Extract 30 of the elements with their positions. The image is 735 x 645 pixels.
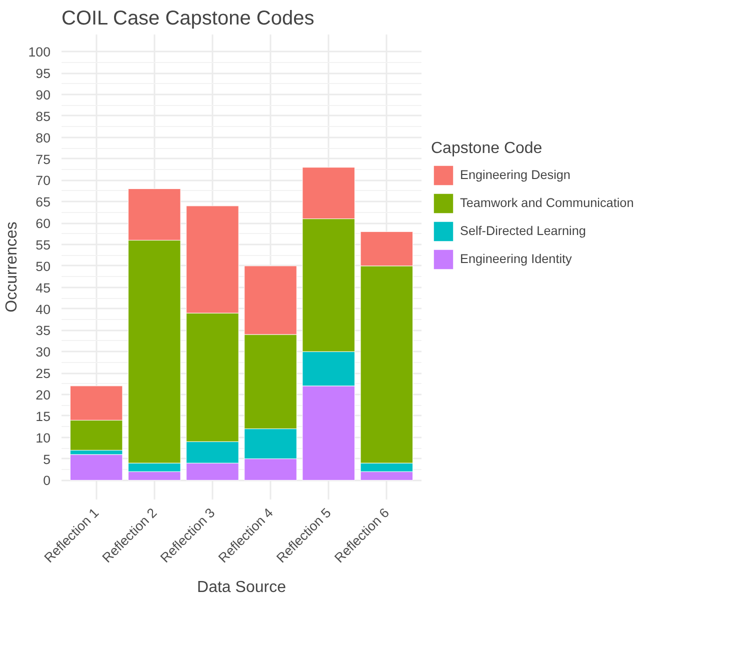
y-tick-label: 40 bbox=[36, 302, 51, 317]
y-tick-label: 85 bbox=[36, 108, 51, 124]
legend-label: Self-Directed Learning bbox=[460, 224, 586, 238]
y-tick-label: 90 bbox=[36, 88, 51, 102]
legend-label: Engineering Identity bbox=[460, 252, 572, 266]
x-axis-title: Data Source bbox=[197, 578, 286, 596]
y-tick-label: 50 bbox=[36, 258, 51, 274]
legend-label: Engineering Design bbox=[460, 168, 570, 182]
y-tick-label: 15 bbox=[36, 408, 51, 424]
y-tick-label: 25 bbox=[36, 366, 51, 382]
y-tick-label: 35 bbox=[36, 323, 51, 338]
y-tick-label: 75 bbox=[36, 152, 51, 167]
y-tick-label: 65 bbox=[36, 194, 51, 210]
y-axis-title: Occurrences bbox=[3, 222, 20, 312]
y-tick-label: 0 bbox=[43, 473, 51, 488]
y-tick-label: 20 bbox=[36, 388, 51, 402]
y-tick-label: 60 bbox=[36, 216, 51, 232]
legend-label: Teamwork and Communication bbox=[460, 196, 634, 210]
y-tick-label: 30 bbox=[36, 344, 51, 360]
y-tick-label: 95 bbox=[36, 66, 51, 82]
y-tick-label: 5 bbox=[43, 452, 51, 467]
y-tick-label: 10 bbox=[36, 430, 51, 446]
y-tick-label: 55 bbox=[36, 238, 51, 252]
chart-title: COIL Case Capstone Codes bbox=[62, 8, 314, 30]
legend-title: Capstone Code bbox=[431, 140, 544, 158]
y-tick-label: 100 bbox=[28, 44, 51, 60]
bar bbox=[70, 454, 123, 480]
y-tick-label: 70 bbox=[36, 173, 51, 188]
y-tick-label: 45 bbox=[36, 280, 51, 296]
y-tick-label: 80 bbox=[36, 130, 51, 146]
